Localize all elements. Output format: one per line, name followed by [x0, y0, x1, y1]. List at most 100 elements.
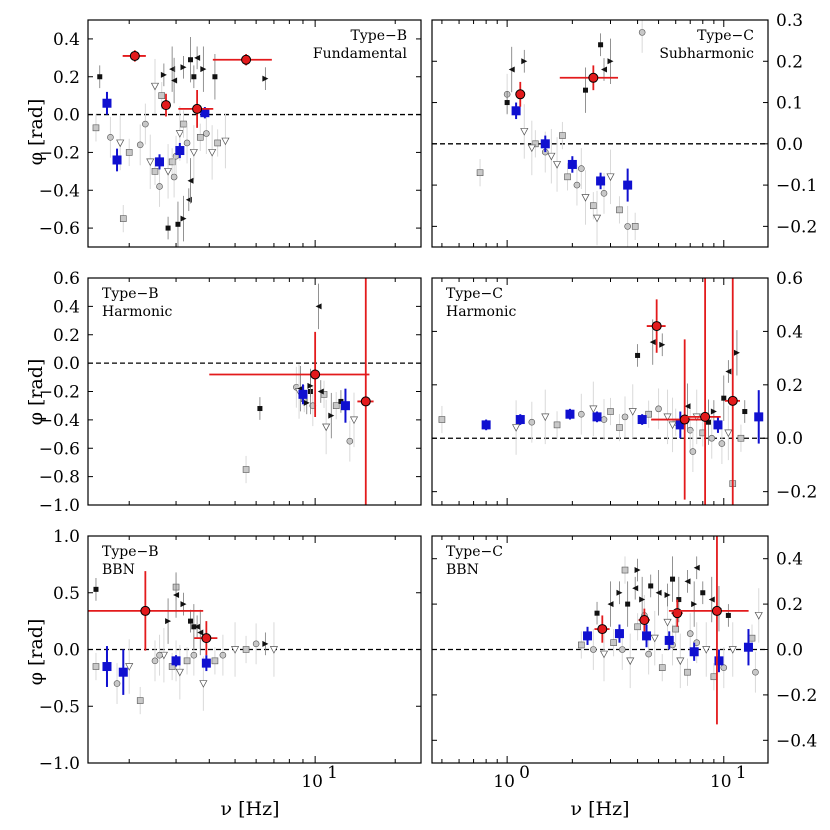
- ytick-label: 0.4: [776, 322, 803, 342]
- red-circle-point: [201, 633, 212, 644]
- black-triangle-point: [691, 601, 698, 608]
- grey-triangle-point: [269, 646, 279, 654]
- black-triangle-point: [733, 349, 740, 356]
- grey-circle-point: [645, 650, 652, 658]
- grey-circle-point: [113, 680, 121, 687]
- plot-area-typeB-bbn: [88, 571, 421, 715]
- grey-circle-point: [252, 640, 260, 648]
- ytick-label: −0.4: [39, 181, 80, 201]
- grey-square-point: [590, 202, 597, 210]
- grey-triangle-point: [663, 413, 672, 422]
- ytick-label: 0.4: [53, 30, 80, 50]
- grey-circle-point: [183, 139, 191, 147]
- grey-square-point: [438, 416, 446, 423]
- grey-triangle-point: [322, 423, 331, 432]
- black-triangle-point: [328, 412, 335, 419]
- panel-label: Type−C: [697, 28, 754, 44]
- ytick-label: −0.2: [776, 686, 817, 706]
- grey-triangle-point: [592, 214, 602, 223]
- black-triangle-point: [262, 75, 269, 82]
- grey-triangle-point: [589, 405, 598, 414]
- blue-square-point: [565, 409, 575, 419]
- grey-square-point: [214, 139, 221, 147]
- red-circle-point: [360, 396, 371, 407]
- ytick-label: 0.1: [776, 94, 803, 114]
- ytick-label: −0.2: [776, 217, 817, 237]
- black-square-point: [676, 597, 682, 603]
- panel-label: Type−B: [102, 544, 159, 560]
- grey-circle-point: [624, 223, 631, 230]
- red-circle-point: [241, 54, 252, 65]
- grey-triangle-point: [208, 149, 217, 157]
- panel-label: Type−C: [446, 544, 503, 560]
- xtick-label-exponent: 1: [736, 763, 747, 783]
- ylabel-top: φ [rad]: [25, 99, 47, 166]
- ytick-label: −0.8: [39, 468, 80, 488]
- black-triangle-point: [634, 567, 641, 574]
- grey-triangle-point: [606, 173, 615, 182]
- red-circle-point: [639, 614, 650, 625]
- black-triangle-point: [708, 596, 715, 603]
- panel-typeB-harmonic: −1.0 −0.8 −0.6 −0.4 −0.2 0.0 0.2 0.4 0.6 Type−B Ha…: [39, 269, 422, 516]
- black-triangle-point: [200, 66, 207, 73]
- grey-square-point: [180, 120, 187, 128]
- ytick-label: 0.0: [776, 641, 803, 661]
- black-triangle-point: [169, 66, 176, 73]
- grey-triangle-point: [125, 663, 134, 671]
- black-triangle-point: [521, 58, 528, 65]
- black-square-point: [700, 590, 706, 596]
- blue-square-point: [675, 420, 685, 430]
- red-circle-point: [651, 321, 662, 332]
- black-triangle-point: [187, 177, 194, 184]
- grey-circle-point: [686, 426, 694, 434]
- panel-label: Type−B: [350, 28, 407, 44]
- grey-circle-point: [578, 165, 585, 172]
- grey-square-point: [737, 434, 745, 442]
- panel-typeB-bbn: −1.0 −0.5 0.0 0.5 1.0 10 1 Type−B BBN: [39, 527, 422, 792]
- grey-triangle-point: [221, 137, 230, 146]
- black-square-point: [705, 419, 711, 425]
- grey-triangle-point: [668, 421, 677, 430]
- grey-square-point: [151, 168, 159, 175]
- ytick-label: −0.2: [776, 483, 817, 503]
- ylabel-bottom: φ [rad]: [25, 619, 47, 686]
- black-triangle-point: [160, 71, 167, 78]
- black-triangle-point: [303, 399, 310, 406]
- grey-square-point: [332, 402, 340, 409]
- grey-triangle-point: [663, 618, 672, 627]
- grey-square-point: [92, 124, 100, 132]
- blue-square-point: [642, 631, 652, 641]
- grey-square-point: [616, 424, 623, 431]
- grey-square-point: [136, 697, 144, 704]
- ytick-label: −0.6: [39, 219, 80, 239]
- grey-triangle-point: [754, 612, 763, 620]
- grey-triangle-point: [552, 161, 562, 169]
- ytick-label: 0.0: [53, 354, 80, 374]
- panel-label: BBN: [102, 562, 135, 578]
- ytick-label: 0.6: [776, 269, 803, 289]
- grey-square-point: [183, 657, 191, 665]
- grey-square-point: [610, 639, 617, 646]
- ytick-label: 0.5: [53, 584, 80, 604]
- blue-square-point: [200, 108, 210, 118]
- black-triangle-point: [194, 54, 201, 61]
- black-triangle-point: [173, 592, 180, 599]
- ytick-label: 0.4: [776, 550, 803, 570]
- grey-triangle-point: [541, 413, 550, 422]
- blue-square-point: [118, 667, 128, 677]
- grey-triangle-point: [146, 158, 155, 167]
- grey-circle-point: [573, 181, 581, 189]
- ytick-label: 0.3: [776, 11, 803, 31]
- blue-square-point: [298, 389, 308, 399]
- grey-circle-point: [718, 440, 726, 447]
- blue-square-point: [175, 146, 185, 156]
- grey-circle-point: [136, 141, 144, 149]
- black-triangle-point: [317, 388, 324, 395]
- blue-square-point: [511, 106, 521, 116]
- black-triangle-point: [601, 66, 608, 73]
- red-circle-point: [700, 411, 711, 422]
- ytick-label: 0.2: [53, 68, 80, 88]
- grey-circle-point: [600, 190, 608, 197]
- ytick-label: −0.4: [39, 411, 80, 431]
